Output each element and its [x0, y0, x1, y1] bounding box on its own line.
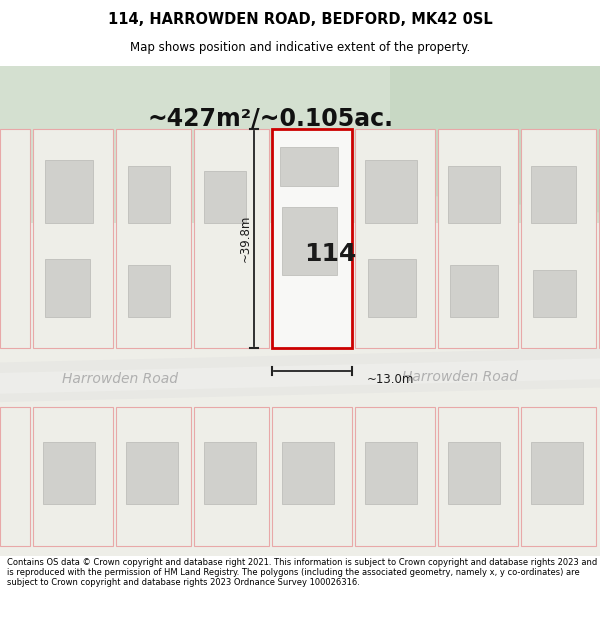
Bar	[0, 223, 600, 556]
Text: ~39.8m: ~39.8m	[239, 215, 251, 262]
Bar	[282, 442, 334, 504]
Bar	[126, 442, 178, 504]
Text: Contains OS data © Crown copyright and database right 2021. This information is : Contains OS data © Crown copyright and d…	[7, 558, 598, 588]
Bar	[368, 259, 416, 317]
Bar	[33, 408, 113, 546]
Bar	[531, 166, 576, 223]
Bar	[521, 129, 596, 348]
Polygon shape	[0, 358, 600, 394]
Bar	[0, 408, 30, 546]
Bar	[355, 129, 435, 348]
Bar	[33, 129, 113, 348]
Bar	[45, 259, 90, 317]
Bar	[533, 270, 576, 317]
Bar	[194, 129, 269, 348]
Bar	[0, 129, 30, 348]
Polygon shape	[390, 66, 600, 213]
Text: 114: 114	[304, 242, 356, 266]
Text: 114, HARROWDEN ROAD, BEDFORD, MK42 0SL: 114, HARROWDEN ROAD, BEDFORD, MK42 0SL	[107, 12, 493, 27]
Text: Harrowden Road: Harrowden Road	[62, 372, 178, 386]
Text: ~427m²/~0.105ac.: ~427m²/~0.105ac.	[147, 107, 393, 131]
Polygon shape	[0, 66, 600, 233]
Polygon shape	[0, 348, 600, 402]
Bar	[116, 129, 191, 348]
Bar	[448, 442, 500, 504]
Bar	[116, 408, 191, 546]
Bar	[365, 442, 417, 504]
Text: ~13.0m: ~13.0m	[367, 372, 413, 386]
Text: Map shows position and indicative extent of the property.: Map shows position and indicative extent…	[130, 41, 470, 54]
Bar	[204, 442, 256, 504]
Text: Harrowden Road: Harrowden Road	[402, 370, 518, 384]
Bar	[438, 408, 518, 546]
Bar	[272, 408, 352, 546]
Bar	[204, 171, 246, 223]
Bar	[128, 166, 170, 223]
Bar	[450, 264, 498, 317]
Bar	[438, 129, 518, 348]
Bar	[45, 161, 93, 223]
Bar	[272, 129, 352, 348]
Bar	[355, 408, 435, 546]
Bar	[194, 408, 269, 546]
Bar	[282, 208, 337, 275]
Bar	[128, 264, 170, 317]
Bar	[280, 147, 338, 186]
Bar	[43, 442, 95, 504]
Bar	[365, 161, 417, 223]
Bar	[599, 129, 600, 348]
Bar	[521, 408, 596, 546]
Bar	[448, 166, 500, 223]
Bar	[531, 442, 583, 504]
